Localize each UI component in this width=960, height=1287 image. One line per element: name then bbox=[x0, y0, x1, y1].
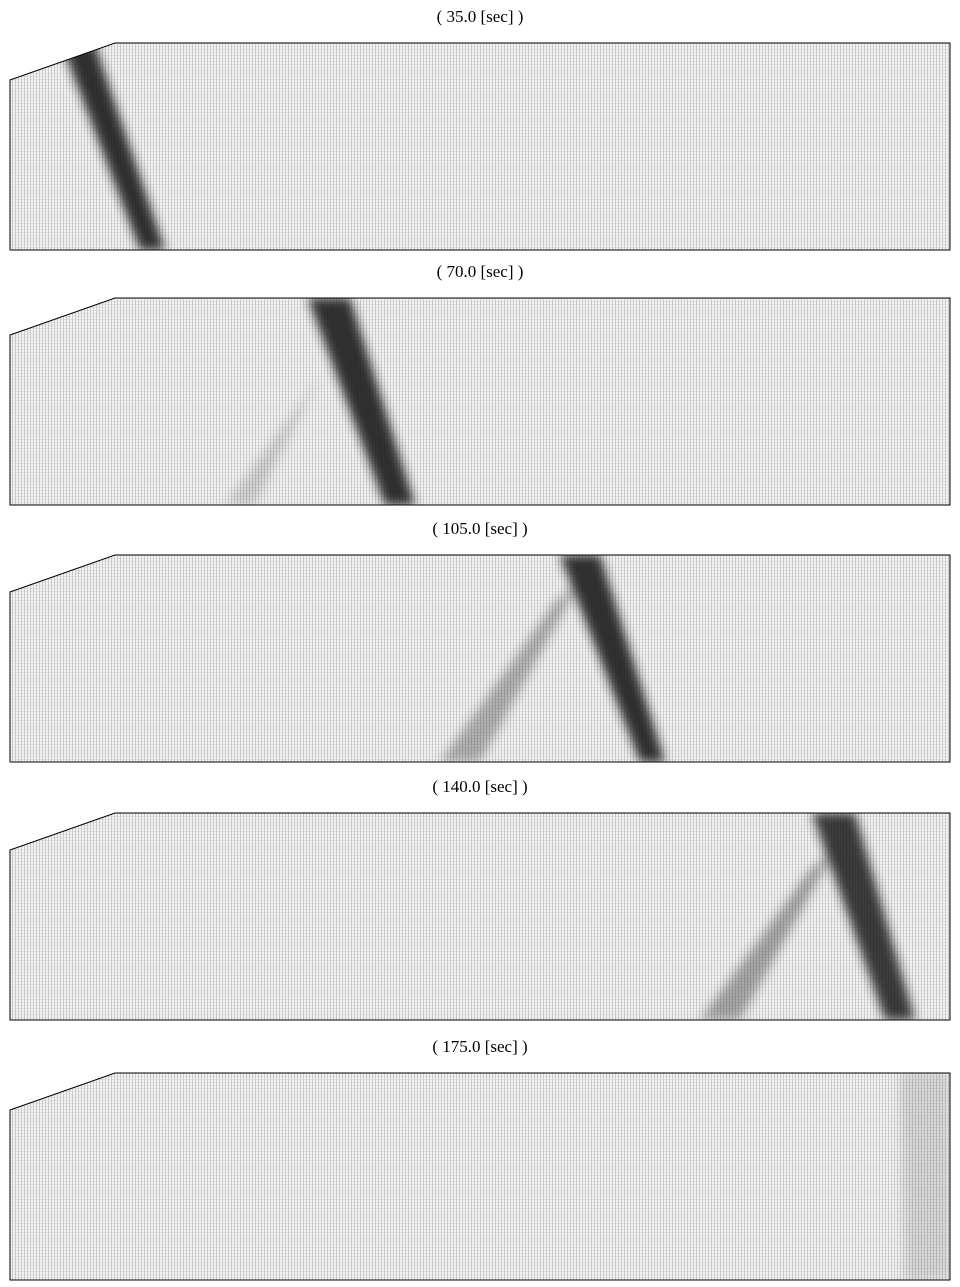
panel-label: ( 140.0 [sec] ) bbox=[432, 777, 527, 796]
panel-label: ( 175.0 [sec] ) bbox=[432, 1037, 527, 1056]
panel-domain bbox=[10, 298, 950, 505]
wave-band bbox=[900, 1073, 950, 1280]
panel-label: ( 105.0 [sec] ) bbox=[432, 519, 527, 538]
panel-label: ( 35.0 [sec] ) bbox=[437, 7, 524, 26]
panel: ( 70.0 [sec] ) bbox=[10, 262, 950, 505]
panel: ( 175.0 [sec] ) bbox=[10, 1037, 950, 1280]
panel-domain bbox=[10, 1073, 950, 1280]
figure: ( 35.0 [sec] ) ( 70.0 [sec] ) ( 105.0 [sec… bbox=[0, 0, 960, 1282]
panel-domain bbox=[10, 813, 950, 1020]
panel: ( 105.0 [sec] ) bbox=[10, 519, 950, 762]
wave-field bbox=[900, 1073, 950, 1280]
panel-label: ( 70.0 [sec] ) bbox=[437, 262, 524, 281]
panel: ( 140.0 [sec] ) bbox=[10, 777, 950, 1020]
panel: ( 35.0 [sec] ) bbox=[10, 7, 950, 250]
